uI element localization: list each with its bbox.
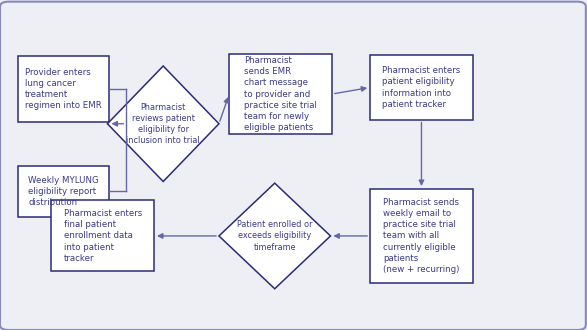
FancyBboxPatch shape	[370, 189, 473, 283]
FancyBboxPatch shape	[229, 53, 332, 135]
FancyBboxPatch shape	[370, 55, 473, 120]
Text: Pharmacist enters
patient eligibility
information into
patient tracker: Pharmacist enters patient eligibility in…	[382, 66, 461, 109]
FancyBboxPatch shape	[18, 56, 109, 122]
Text: Pharmacist sends
weekly email to
practice site trial
team with all
currently eli: Pharmacist sends weekly email to practic…	[383, 198, 460, 274]
FancyBboxPatch shape	[18, 166, 109, 217]
Text: Patient enrolled or
exceeds eligibility
timeframe: Patient enrolled or exceeds eligibility …	[237, 220, 312, 251]
Polygon shape	[219, 183, 330, 289]
FancyBboxPatch shape	[51, 201, 154, 271]
Text: Pharmacist enters
final patient
enrollment data
into patient
tracker: Pharmacist enters final patient enrollme…	[63, 209, 142, 263]
Text: Pharmacist
reviews patient
eligibility for
inclusion into trial: Pharmacist reviews patient eligibility f…	[126, 103, 200, 145]
Polygon shape	[107, 66, 219, 182]
Text: Weekly MYLUNG
eligibility report
distribution: Weekly MYLUNG eligibility report distrib…	[28, 176, 99, 207]
Text: Pharmacist
sends EMR
chart message
to provider and
practice site trial
team for : Pharmacist sends EMR chart message to pr…	[244, 56, 317, 132]
Text: Provider enters
lung cancer
treatment
regimen into EMR: Provider enters lung cancer treatment re…	[25, 68, 102, 110]
